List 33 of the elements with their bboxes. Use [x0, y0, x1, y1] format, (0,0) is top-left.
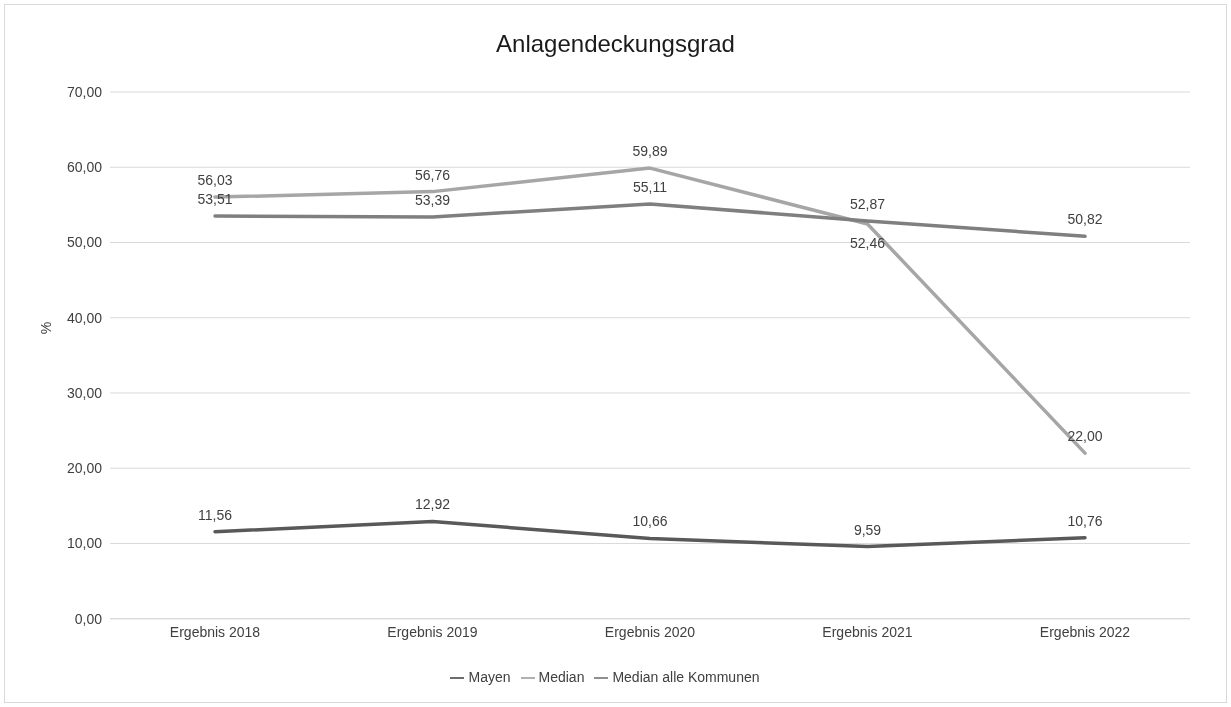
- x-tick-label: Ergebnis 2022: [1039, 623, 1131, 640]
- x-tick-label: Ergebnis 2018: [169, 623, 261, 640]
- legend-label: Mayen: [468, 668, 511, 685]
- data-label: 9,59: [853, 521, 882, 538]
- data-label: 59,89: [632, 143, 668, 160]
- data-label: 11,56: [198, 506, 233, 523]
- data-label: 55,11: [633, 179, 668, 196]
- data-label: 10,76: [1067, 512, 1103, 529]
- y-tick-label: 10,00: [66, 535, 103, 552]
- chart-title: Anlagendeckungsgrad: [495, 30, 736, 58]
- data-label: 52,46: [849, 234, 886, 251]
- data-label: 52,87: [849, 195, 886, 212]
- y-tick-label: 50,00: [66, 234, 103, 251]
- y-tick-label: 20,00: [66, 460, 103, 477]
- y-tick-label: 0,00: [74, 610, 103, 627]
- x-tick-label: Ergebnis 2021: [822, 623, 913, 640]
- y-axis-title: %: [38, 321, 55, 335]
- data-label: 22,00: [1067, 428, 1103, 445]
- data-label: 56,03: [197, 172, 233, 189]
- x-tick-label: Ergebnis 2019: [387, 623, 478, 640]
- y-tick-label: 60,00: [66, 159, 103, 176]
- data-label: 56,76: [414, 166, 451, 183]
- y-tick-label: 40,00: [66, 309, 103, 326]
- data-label: 53,39: [414, 191, 451, 208]
- x-tick-label: Ergebnis 2020: [604, 623, 696, 640]
- legend-label: Median: [538, 668, 585, 685]
- y-tick-label: 70,00: [66, 83, 103, 100]
- data-label: 53,51: [197, 191, 233, 208]
- legend-label: Median alle Kommunen: [612, 668, 760, 685]
- data-label: 10,66: [632, 513, 668, 530]
- y-tick-label: 30,00: [66, 384, 103, 401]
- data-label: 12,92: [414, 496, 451, 513]
- data-label: 50,82: [1067, 211, 1103, 228]
